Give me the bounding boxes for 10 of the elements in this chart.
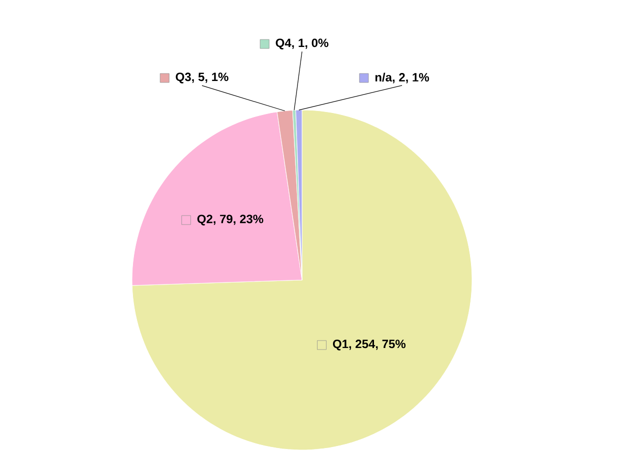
- legend-label: n/a: [375, 72, 392, 82]
- legend-label: Q2: [197, 214, 212, 226]
- legend-label: Q1: [332, 340, 348, 350]
- data-label: , 5, 1%: [192, 72, 228, 83]
- data-label: , 254, 75%: [349, 340, 406, 350]
- data-label: , 2, 1%: [392, 73, 430, 84]
- data-label: , 79, 23%: [214, 214, 264, 225]
- legend-label: Q4: [276, 38, 292, 50]
- legend-label: Q3: [176, 72, 191, 84]
- data-label: , 1, 0%: [292, 38, 328, 49]
